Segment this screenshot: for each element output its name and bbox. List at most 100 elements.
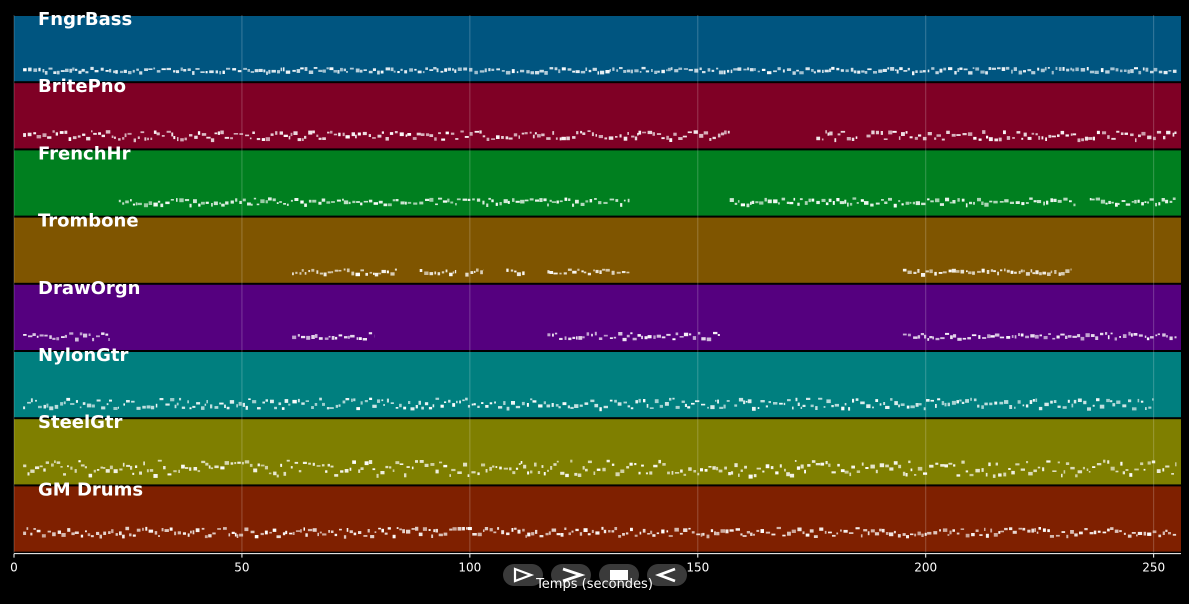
- note: [661, 69, 665, 74]
- note: [849, 472, 852, 477]
- note: [931, 67, 935, 70]
- note: [756, 529, 760, 532]
- note: [435, 203, 438, 206]
- note: [1048, 134, 1052, 138]
- note: [415, 460, 418, 463]
- note: [122, 137, 125, 140]
- note: [673, 132, 677, 136]
- note: [1105, 202, 1108, 205]
- note: [92, 337, 95, 342]
- note: [522, 528, 525, 532]
- note: [292, 335, 297, 340]
- note: [383, 404, 385, 406]
- note: [966, 270, 968, 273]
- note: [885, 464, 889, 468]
- note: [981, 468, 984, 472]
- note: [99, 534, 102, 539]
- note: [1130, 133, 1134, 137]
- note: [336, 199, 341, 202]
- note: [829, 131, 833, 136]
- note: [810, 404, 814, 408]
- note: [258, 68, 263, 72]
- track-nylongtr: NylonGtr: [14, 345, 1181, 418]
- note: [1114, 529, 1119, 533]
- note: [424, 402, 429, 406]
- note: [918, 134, 922, 137]
- note: [1027, 136, 1032, 140]
- note: [1062, 406, 1067, 409]
- note: [759, 201, 764, 205]
- note: [403, 406, 407, 410]
- note: [65, 68, 69, 72]
- note: [965, 533, 970, 538]
- note: [1090, 334, 1095, 337]
- note: [345, 135, 350, 139]
- note: [787, 531, 791, 536]
- note: [941, 138, 945, 141]
- note: [476, 268, 479, 272]
- note: [1066, 68, 1070, 72]
- note: [950, 335, 953, 340]
- note: [296, 69, 301, 73]
- note: [205, 71, 208, 74]
- note: [322, 69, 326, 73]
- note: [405, 134, 408, 137]
- note: [177, 137, 179, 142]
- note: [1110, 527, 1114, 530]
- note: [783, 402, 786, 406]
- note: [1122, 471, 1125, 475]
- note: [1012, 137, 1015, 139]
- note: [914, 533, 917, 537]
- note: [1009, 405, 1013, 409]
- note: [824, 69, 829, 73]
- note: [417, 70, 422, 74]
- note: [548, 531, 551, 535]
- note: [443, 464, 448, 468]
- note: [695, 400, 700, 403]
- note: [641, 335, 643, 340]
- note: [984, 202, 989, 207]
- note: [716, 67, 719, 70]
- note: [463, 67, 468, 71]
- note: [1148, 406, 1152, 409]
- fast-forward-button[interactable]: [551, 564, 591, 586]
- note: [893, 203, 897, 208]
- note: [1045, 137, 1047, 141]
- note: [411, 528, 415, 530]
- play-button[interactable]: [503, 564, 543, 586]
- note: [234, 462, 237, 465]
- note: [743, 68, 747, 71]
- note: [214, 406, 219, 409]
- note: [656, 532, 660, 535]
- rewind-button[interactable]: [647, 564, 687, 586]
- stop-button[interactable]: [599, 564, 639, 586]
- note: [614, 399, 617, 403]
- note: [452, 527, 457, 531]
- note: [524, 132, 528, 135]
- note: [47, 530, 51, 533]
- note: [254, 69, 259, 73]
- note: [541, 465, 544, 468]
- note: [985, 472, 988, 477]
- note: [393, 70, 396, 73]
- note: [927, 531, 932, 535]
- note: [467, 474, 470, 477]
- note: [213, 201, 218, 206]
- note: [1158, 202, 1161, 206]
- note: [993, 270, 996, 273]
- note: [691, 402, 695, 405]
- note: [984, 527, 986, 531]
- note: [333, 70, 338, 73]
- note: [775, 471, 779, 475]
- note: [823, 406, 826, 408]
- note: [1174, 131, 1177, 134]
- note: [580, 202, 585, 206]
- note: [1037, 200, 1042, 204]
- note: [957, 337, 962, 341]
- note: [26, 527, 29, 530]
- note: [433, 529, 436, 533]
- note: [563, 272, 567, 275]
- note: [770, 466, 774, 470]
- note: [595, 531, 600, 535]
- note: [734, 202, 738, 205]
